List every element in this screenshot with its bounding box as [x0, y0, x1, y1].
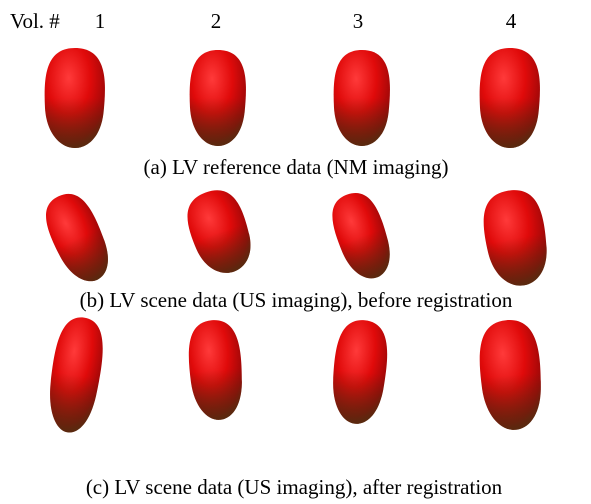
caption: (b) LV scene data (US imaging), before r…: [80, 288, 513, 312]
heart-surface: [45, 48, 105, 148]
heart-shape: [185, 318, 246, 422]
heart-surface: [334, 50, 390, 146]
heart-surface: [478, 186, 554, 291]
heart-surface: [476, 318, 546, 433]
heart-surface: [185, 318, 246, 422]
heart-shape: [334, 50, 390, 146]
heart-surface: [324, 186, 399, 285]
vol-number: 4: [506, 9, 517, 33]
heart-shape: [37, 186, 120, 290]
heart-shape: [179, 183, 261, 281]
heart-surface: [37, 186, 120, 290]
heart-shape: [44, 314, 108, 436]
heart-renderings: [37, 48, 554, 436]
heart-surface: [179, 183, 261, 281]
vol-number: 3: [353, 9, 364, 33]
caption: (a) LV reference data (NM imaging): [144, 155, 449, 179]
heart-surface: [329, 318, 390, 426]
caption: (c) LV scene data (US imaging), after re…: [86, 475, 503, 499]
heart-surface: [44, 314, 108, 436]
vol-number: 2: [211, 9, 222, 33]
heart-shape: [476, 318, 546, 433]
heart-shape: [190, 50, 246, 146]
heart-shape: [324, 186, 399, 285]
heart-surface: [190, 50, 246, 146]
vol-number: 1: [95, 9, 106, 33]
vol-label: Vol. #: [10, 9, 60, 33]
figure: Vol. # 1 2 3 4 (a) LV reference data (NM…: [0, 0, 591, 504]
heart-surface: [480, 48, 540, 148]
heart-shape: [45, 48, 105, 148]
heart-shape: [478, 186, 554, 291]
heart-shape: [329, 318, 390, 426]
heart-shape: [480, 48, 540, 148]
